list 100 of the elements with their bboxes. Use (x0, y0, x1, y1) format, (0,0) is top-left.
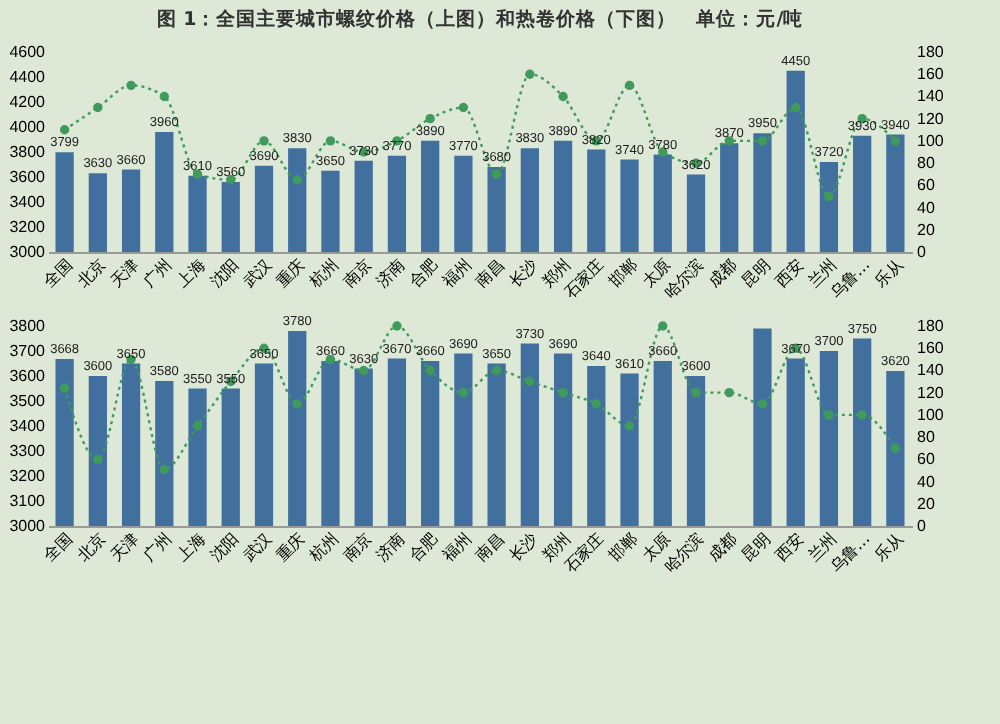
point (491, 365, 502, 376)
x-tick-label: 昆明 (738, 529, 774, 565)
point (525, 69, 535, 79)
x-tick-label: 福州 (439, 255, 475, 291)
chart-title: 图 1：全国主要城市螺纹价格（上图）和热卷价格（下图） 单位：元/吨 (156, 7, 804, 31)
y-tick-label: 3000 (9, 243, 47, 261)
y2-tick-label: 60 (917, 176, 936, 195)
point (93, 454, 103, 465)
point (691, 387, 701, 398)
y-tick-label: 4000 (9, 118, 47, 136)
y2-tick-label: 80 (917, 428, 936, 447)
y-tick-label: 3800 (9, 317, 47, 335)
y-tick-label: 3400 (9, 193, 47, 211)
point (359, 365, 369, 376)
point (824, 410, 834, 420)
x-tick-label: 天津 (107, 255, 143, 291)
y2-tick-label: 60 (917, 450, 936, 469)
point (658, 321, 668, 331)
x-tick-label: 武汉 (239, 529, 276, 565)
point (890, 136, 901, 146)
y-tick-label: 4600 (9, 43, 47, 61)
point (857, 410, 867, 420)
x-tick-label: 昆明 (738, 255, 774, 291)
x-tick-label: 天津 (107, 529, 143, 565)
x-tick-label: 杭州 (305, 529, 342, 567)
x-tick-label: 广州 (140, 529, 176, 565)
point (491, 169, 502, 179)
point (159, 464, 169, 475)
point (724, 387, 734, 398)
point (159, 91, 169, 102)
point (458, 387, 469, 398)
x-tick-label: 重庆 (273, 529, 309, 565)
x-tick-label: 南京 (339, 255, 376, 291)
y2-tick-label: 0 (917, 243, 927, 261)
x-tick-label: 成都 (705, 529, 741, 565)
x-tick-label: 北京 (73, 529, 110, 565)
x-tick-label: 福州 (439, 529, 475, 565)
x-tick-label: 邯郸 (605, 255, 641, 291)
y-tick-label: 3000 (9, 517, 47, 535)
point (292, 175, 302, 185)
x-tick-label: 上海 (173, 255, 209, 291)
point (126, 80, 136, 91)
y2-tick-label: 140 (917, 87, 945, 106)
x-tick-label: 济南 (372, 255, 409, 291)
point (259, 136, 269, 146)
point (392, 321, 402, 331)
x-tick-label: 沈阳 (206, 529, 243, 565)
x-tick-label: 全国 (40, 529, 76, 565)
point (192, 421, 203, 431)
y-tick-label: 3800 (9, 143, 47, 161)
x-tick-label: 北京 (73, 255, 110, 291)
x-tick-label: 合肥 (406, 255, 442, 291)
y2-tick-label: 40 (917, 198, 936, 217)
point (59, 125, 70, 135)
point (558, 387, 568, 398)
y-tick-label: 3400 (9, 417, 47, 435)
point (757, 399, 768, 409)
point (757, 136, 768, 146)
y-tick-label: 3200 (9, 218, 47, 236)
y2-tick-label: 80 (917, 154, 936, 173)
x-tick-label: 合肥 (406, 529, 442, 565)
y-tick-label: 3700 (9, 342, 47, 360)
x-tick-label: 重庆 (273, 255, 309, 291)
x-tick-label: 南京 (339, 529, 376, 565)
point (525, 376, 535, 387)
y-tick-label: 4200 (9, 93, 47, 111)
y-tick-label: 3600 (9, 367, 47, 385)
x-tick-label: 成都 (705, 255, 741, 291)
y2-tick-label: 180 (917, 317, 945, 335)
x-tick-label: 邯郸 (605, 529, 641, 565)
y2-tick-label: 0 (917, 517, 927, 535)
y2-tick-label: 140 (917, 361, 945, 380)
point (458, 102, 469, 113)
point (890, 443, 901, 453)
y-tick-label: 4400 (9, 68, 47, 86)
y2-tick-label: 20 (917, 494, 936, 513)
point (824, 191, 834, 202)
x-tick-label: 乐从 (871, 255, 907, 291)
y2-tick-label: 20 (917, 220, 936, 239)
x-tick-label: 西安 (771, 529, 808, 565)
y2-tick-label: 40 (917, 472, 936, 491)
x-tick-label: 南昌 (472, 255, 508, 291)
x-tick-label: 上海 (173, 529, 209, 565)
point (791, 102, 801, 113)
point (591, 399, 601, 409)
point (425, 113, 435, 124)
x-tick-label: 杭州 (305, 255, 342, 293)
x-tick-label: 西安 (771, 255, 808, 291)
x-tick-label: 全国 (40, 255, 76, 291)
point (292, 399, 302, 409)
point (93, 102, 103, 113)
point (59, 383, 70, 393)
y2-tick-label: 160 (917, 339, 945, 358)
x-tick-label: 武汉 (239, 255, 276, 291)
point (624, 421, 635, 431)
y-tick-label: 3300 (9, 442, 47, 460)
y2-tick-label: 120 (917, 383, 945, 402)
y2-tick-label: 180 (917, 43, 945, 61)
x-tick-label: 济南 (372, 529, 409, 565)
x-tick-label: 沈阳 (206, 255, 243, 291)
